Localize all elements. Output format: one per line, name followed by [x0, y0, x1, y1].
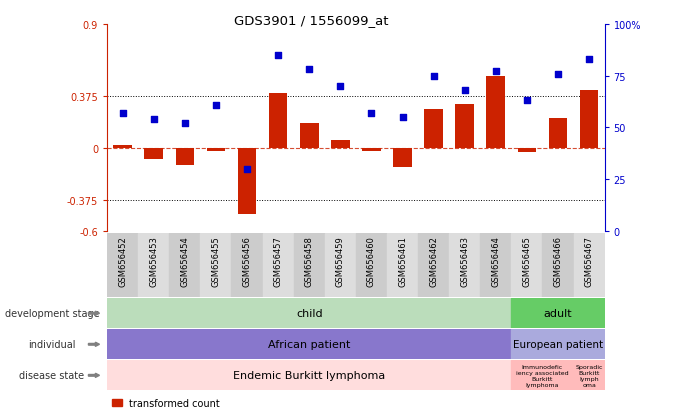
Bar	[574, 233, 605, 297]
Bar	[107, 233, 138, 297]
Bar	[486, 77, 505, 149]
Bar	[231, 233, 263, 297]
Point	[303, 67, 314, 74]
Bar	[300, 124, 319, 149]
Bar	[542, 233, 574, 297]
Text: GSM656458: GSM656458	[305, 235, 314, 286]
Point	[583, 57, 594, 63]
Text: European patient: European patient	[513, 339, 603, 349]
Point	[491, 69, 502, 76]
Point	[521, 98, 532, 104]
Text: child: child	[296, 309, 323, 318]
Bar	[107, 330, 511, 359]
Bar	[511, 361, 574, 390]
Text: GSM656467: GSM656467	[585, 235, 594, 286]
Bar	[107, 299, 511, 328]
Bar	[325, 233, 356, 297]
Text: GSM656463: GSM656463	[460, 235, 469, 286]
Bar	[480, 233, 511, 297]
Point	[552, 71, 563, 78]
Bar	[331, 140, 350, 149]
Bar	[424, 110, 443, 149]
Bar	[511, 233, 542, 297]
Bar	[269, 94, 287, 149]
Point	[272, 52, 283, 59]
Point	[459, 88, 470, 94]
Bar	[207, 149, 225, 152]
Text: disease state: disease state	[19, 370, 84, 380]
Bar	[200, 233, 231, 297]
Text: GSM656457: GSM656457	[274, 235, 283, 286]
Text: GSM656465: GSM656465	[522, 235, 531, 286]
Bar	[393, 149, 412, 168]
Legend: transformed count, percentile rank within the sample: transformed count, percentile rank withi…	[112, 398, 294, 413]
Text: development stage: development stage	[5, 309, 99, 318]
Point	[179, 121, 190, 127]
Point	[428, 73, 439, 80]
Bar	[144, 149, 163, 160]
Text: GSM656466: GSM656466	[553, 235, 562, 286]
Text: adult: adult	[544, 309, 572, 318]
Bar	[455, 104, 474, 149]
Text: GSM656459: GSM656459	[336, 235, 345, 286]
Bar	[169, 233, 200, 297]
Text: GSM656454: GSM656454	[180, 235, 189, 286]
Bar	[511, 299, 605, 328]
Bar	[362, 149, 381, 152]
Text: GSM656453: GSM656453	[149, 235, 158, 286]
Bar	[356, 233, 387, 297]
Bar	[449, 233, 480, 297]
Text: GSM656455: GSM656455	[211, 235, 220, 286]
Bar	[107, 361, 511, 390]
Point	[334, 83, 346, 90]
Bar	[511, 330, 605, 359]
Point	[366, 110, 377, 117]
Point	[397, 114, 408, 121]
Bar	[238, 149, 256, 215]
Bar	[387, 233, 418, 297]
Bar	[580, 91, 598, 149]
Point	[210, 102, 221, 109]
Text: individual: individual	[28, 339, 75, 349]
Bar	[549, 119, 567, 149]
Bar	[176, 149, 194, 165]
Text: GSM656464: GSM656464	[491, 235, 500, 286]
Point	[117, 110, 129, 117]
Text: Immunodefic
iency associated
Burkitt
lymphoma: Immunodefic iency associated Burkitt lym…	[516, 364, 569, 387]
Text: GSM656452: GSM656452	[118, 235, 127, 286]
Text: Sporadic
Burkitt
lymph
oma: Sporadic Burkitt lymph oma	[576, 364, 603, 387]
Bar	[138, 233, 169, 297]
Text: GSM656462: GSM656462	[429, 235, 438, 286]
Text: GSM656460: GSM656460	[367, 235, 376, 286]
Bar	[263, 233, 294, 297]
Text: GSM656461: GSM656461	[398, 235, 407, 286]
Text: Endemic Burkitt lymphoma: Endemic Burkitt lymphoma	[233, 370, 386, 380]
Text: GSM656456: GSM656456	[243, 235, 252, 286]
Bar	[418, 233, 449, 297]
Bar	[574, 361, 605, 390]
Text: GDS3901 / 1556099_at: GDS3901 / 1556099_at	[234, 14, 388, 27]
Point	[148, 116, 159, 123]
Bar	[113, 146, 132, 149]
Bar	[294, 233, 325, 297]
Bar	[518, 149, 536, 153]
Text: African patient: African patient	[268, 339, 350, 349]
Point	[242, 166, 253, 173]
